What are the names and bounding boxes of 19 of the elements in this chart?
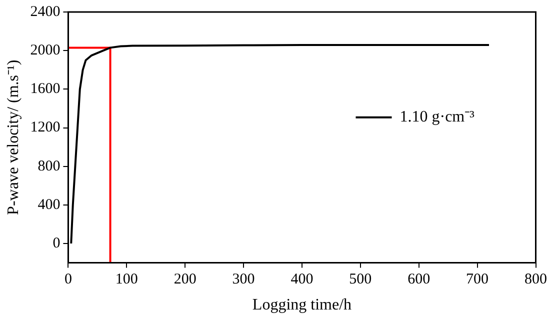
x-tick-label: 300 bbox=[232, 272, 255, 288]
y-tick-label: 1600 bbox=[30, 81, 60, 98]
y-tick-label: 0 bbox=[52, 235, 60, 252]
y-tick-label: 2000 bbox=[30, 42, 60, 59]
y-tick-label: 2400 bbox=[30, 4, 60, 20]
y-tick-label: 800 bbox=[38, 158, 60, 174]
x-tick-label: 700 bbox=[466, 272, 489, 288]
x-tick-label: 400 bbox=[290, 272, 314, 288]
legend-label: 1.10 g·cm⁻³ bbox=[400, 108, 475, 126]
x-tick-label: 100 bbox=[115, 272, 138, 288]
x-axis-title: Logging time/h bbox=[252, 296, 352, 314]
x-tick-label: 800 bbox=[524, 272, 547, 288]
x-tick-label: 600 bbox=[408, 272, 430, 288]
y-tick-label: 400 bbox=[38, 196, 60, 213]
x-tick-label: 0 bbox=[64, 272, 72, 288]
y-tick-label: 1200 bbox=[30, 120, 60, 136]
x-tick-label: 200 bbox=[174, 272, 196, 288]
y-axis-title: P-wave velocity/ (m.s⁻¹) bbox=[4, 60, 22, 215]
x-tick-label: 500 bbox=[349, 272, 372, 288]
